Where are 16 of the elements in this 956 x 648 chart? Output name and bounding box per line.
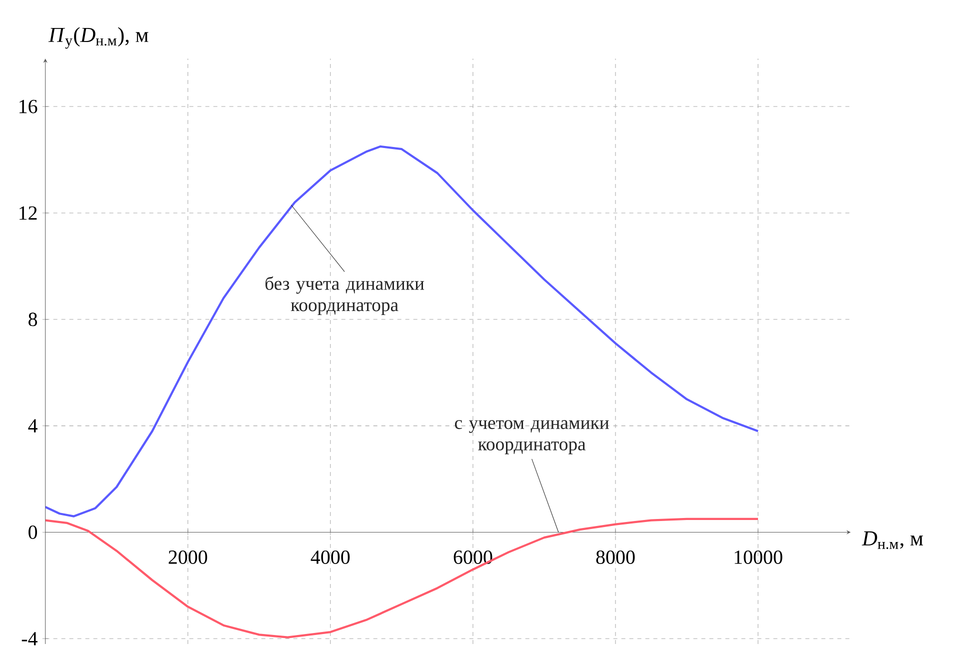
y-tick-label: 8	[28, 312, 38, 326]
annotation: с учетом динамики координатора	[454, 420, 609, 454]
x-tick-label: 2000	[168, 550, 208, 564]
y-tick-label: 16	[20, 100, 38, 114]
y-tick-label: 12	[20, 206, 37, 220]
y-tick-label: -4	[22, 632, 38, 646]
annotation: без учета динамики координатора	[265, 276, 424, 316]
y-axis-title: П$_{у}$(D$_{н.м}$), м	[48, 27, 148, 49]
line-series	[45, 145, 760, 518]
x-axis-title: D$_{н.м}$, м	[862, 531, 923, 550]
x-tick-label: 10000	[734, 550, 782, 564]
y-tick-label: 0	[28, 525, 38, 539]
x-tick-label: 6000	[454, 550, 492, 564]
x-tick-label: 4000	[310, 550, 350, 564]
y-tick-label: 4	[28, 419, 38, 432]
x-tick-label: 8000	[596, 550, 635, 564]
